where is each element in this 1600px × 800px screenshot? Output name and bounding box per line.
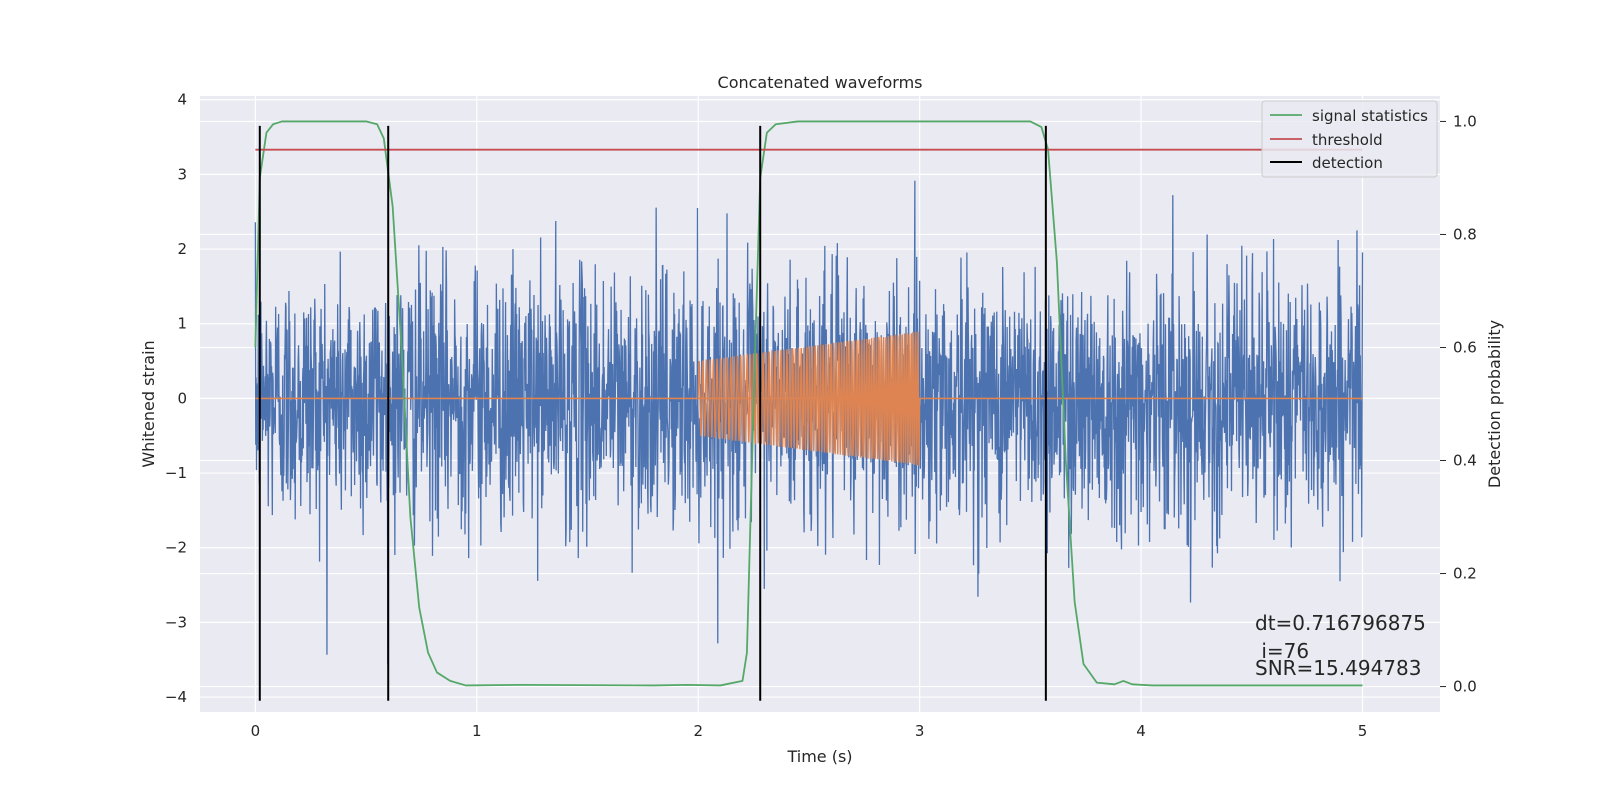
y-tick-label-right: 0.4: [1453, 452, 1477, 470]
legend: signal statistics threshold detection: [1261, 100, 1438, 178]
y-tick-label-right: 1.0: [1453, 112, 1477, 130]
legend-frame: [1261, 100, 1438, 178]
series-strain-line: [254, 180, 1364, 665]
y-tick-label-left: −1: [165, 464, 187, 482]
series-layer: [254, 120, 1364, 701]
annotation-dt: dt=0.716796875: [1255, 611, 1426, 635]
y-axis-label-right: Detection probability: [1485, 320, 1504, 488]
x-tick-label: 3: [915, 722, 925, 740]
annotation-index: i=76: [1255, 639, 1309, 663]
legend-label-threshold: threshold: [1312, 131, 1383, 149]
x-tick-label: 1: [472, 722, 482, 740]
y-tick-label-left: 4: [177, 91, 187, 109]
x-tick-label: 5: [1358, 722, 1368, 740]
annotation-snr: SNR=15.494783: [1255, 656, 1421, 680]
x-tick-label: 2: [693, 722, 703, 740]
y-tick-label-right: 0.2: [1453, 565, 1477, 583]
y-tick-label-left: 3: [177, 165, 187, 183]
y-tick-label-left: −3: [165, 613, 187, 631]
y-tick-label-left: 0: [177, 389, 187, 407]
legend-label-detection: detection: [1312, 154, 1383, 172]
y-tick-label-right: 0.0: [1453, 678, 1477, 696]
x-axis-label: Time (s): [786, 747, 852, 766]
series-signal-statistics-line: [254, 120, 1363, 687]
chart-title: Concatenated waveforms: [718, 73, 923, 92]
y-tick-label-left: −4: [165, 688, 187, 706]
y-tick-label-right: 0.6: [1453, 338, 1477, 356]
x-tick-label: 4: [1136, 722, 1146, 740]
y-tick-label-right: 0.8: [1453, 225, 1477, 243]
y-axis-label-left: Whitened strain: [139, 340, 158, 467]
y-tick-label-left: 1: [177, 315, 187, 333]
y-tick-label-left: −2: [165, 539, 187, 557]
legend-label-signal-statistics: signal statistics: [1312, 107, 1428, 125]
ticks: 0 1 2 3 4 5 −4 −3 −2 −1 0 1 2 3 4 0.0 0.2 0.4 0.6 0.8 1.0: [165, 91, 1477, 740]
x-tick-label: 0: [251, 722, 261, 740]
y-tick-label-left: 2: [177, 240, 187, 258]
